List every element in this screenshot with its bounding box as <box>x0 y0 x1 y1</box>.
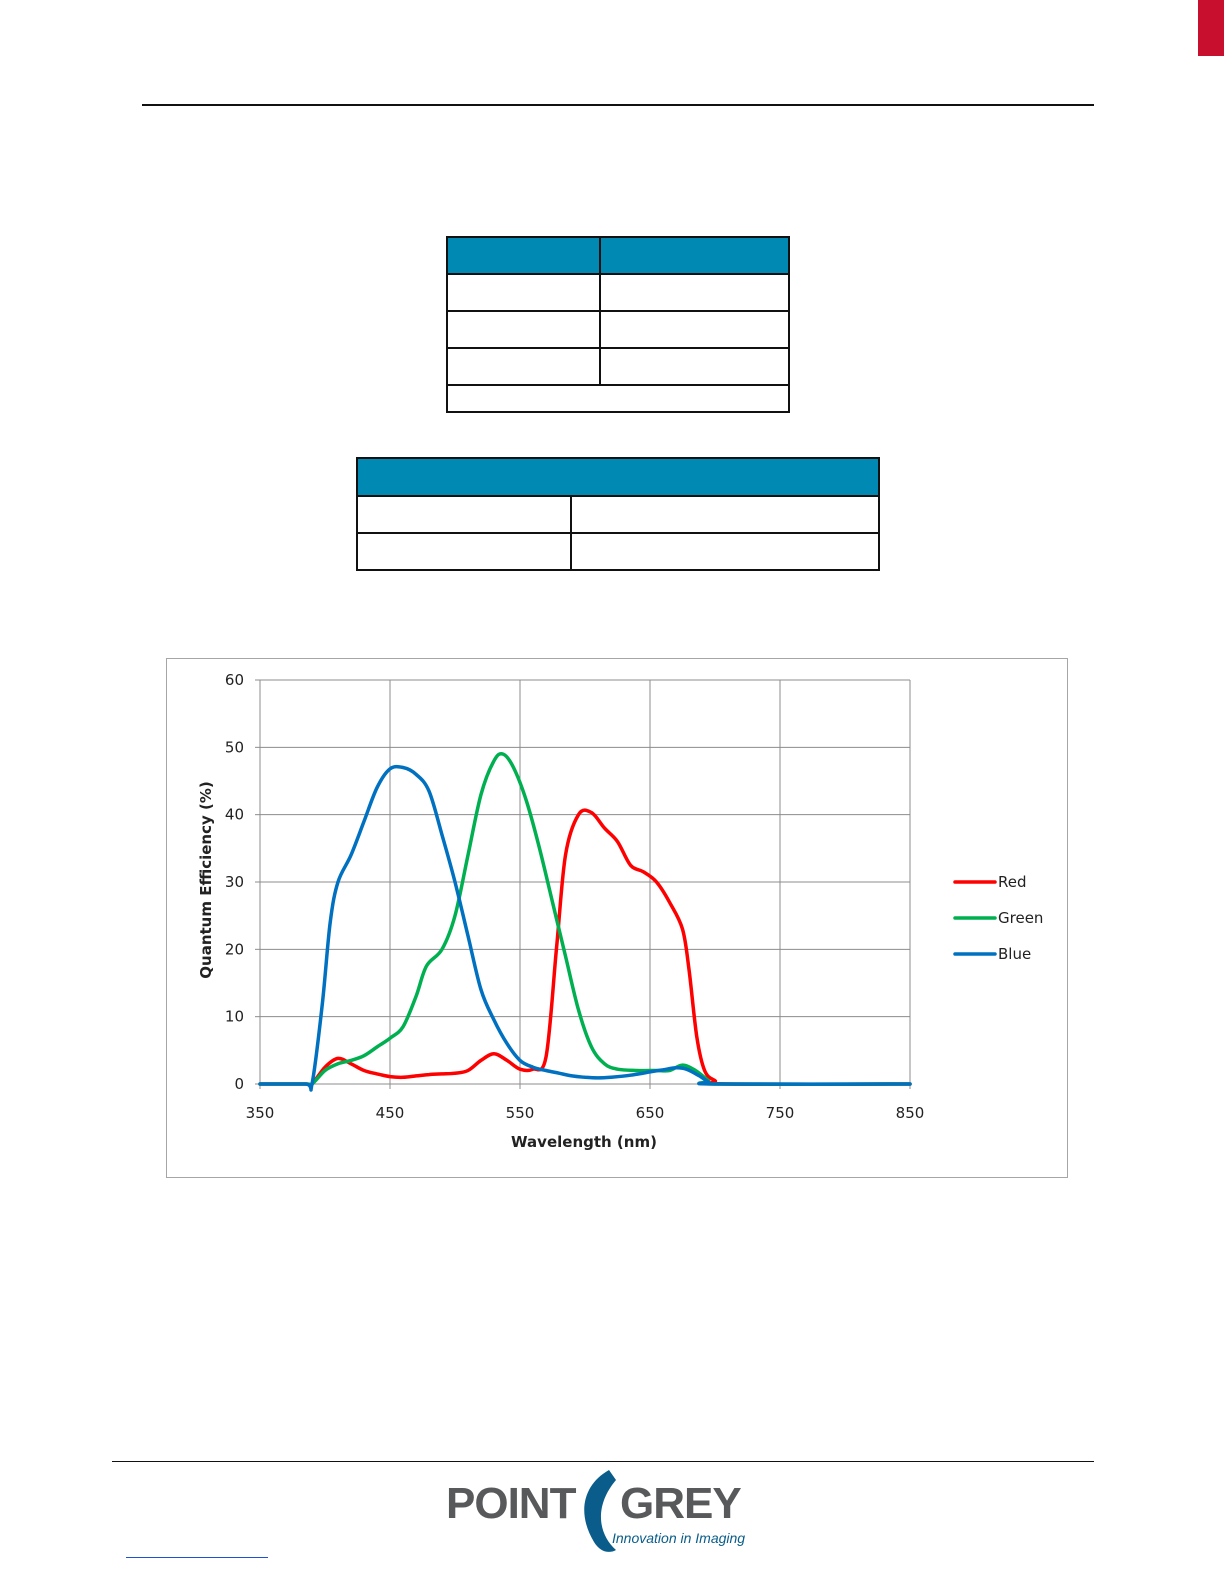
chart-series <box>258 751 912 1092</box>
footer-link-underline[interactable] <box>126 1557 268 1558</box>
table-cell <box>446 347 601 386</box>
table-note-cell <box>446 384 790 413</box>
x-tick-label: 350 <box>246 1104 275 1122</box>
table-cell <box>356 495 572 534</box>
y-tick-label: 50 <box>225 738 244 756</box>
table-cell <box>599 273 790 312</box>
table-cell <box>446 310 601 349</box>
x-tick-label: 450 <box>376 1104 405 1122</box>
table-cell <box>599 347 790 386</box>
table-header-cell <box>356 457 880 497</box>
y-tick-label: 30 <box>225 873 244 891</box>
logo-swoosh-icon <box>584 1470 616 1552</box>
logo-wordmark-right: GREY <box>620 1479 741 1528</box>
y-tick-label: 0 <box>234 1075 244 1093</box>
table-header-cell <box>446 236 601 275</box>
y-tick-label: 20 <box>225 940 244 958</box>
x-axis-title: Wavelength (nm) <box>511 1133 657 1151</box>
series-line-green <box>258 751 912 1087</box>
table-cell <box>570 495 880 534</box>
y-tick-label: 60 <box>225 671 244 689</box>
y-tick-label: 10 <box>225 1008 244 1026</box>
table-cell <box>446 273 601 312</box>
point-grey-logo: POINT GREY Innovation in Imaging <box>444 1464 764 1554</box>
footer-rule <box>112 1461 1094 1462</box>
specification-table-2 <box>356 457 880 571</box>
table-cell <box>570 532 880 571</box>
section-tab-marker <box>1198 0 1224 56</box>
table-cell <box>356 532 572 571</box>
legend-label-green: Green <box>998 909 1043 927</box>
table-note-row <box>446 384 790 413</box>
x-tick-label: 550 <box>506 1104 535 1122</box>
table-header-row <box>446 236 790 275</box>
table-row <box>446 310 790 349</box>
specification-table <box>446 236 790 413</box>
logo-tagline: Innovation in Imaging <box>612 1530 745 1546</box>
table-row <box>446 273 790 312</box>
table-cell <box>599 310 790 349</box>
table-header-row <box>356 457 880 497</box>
chart-ticks: 350 450 550 650 750 850 0 10 20 30 40 50 60 <box>225 671 924 1122</box>
logo-wordmark-left: POINT <box>446 1479 577 1528</box>
chart-grid <box>255 679 911 1089</box>
chart-svg: 350 450 550 650 750 850 0 10 20 30 40 50 60 Waveleng… <box>197 671 1043 1151</box>
table-row <box>356 495 880 534</box>
y-tick-label: 40 <box>225 806 244 824</box>
header-rule <box>142 104 1094 106</box>
legend-label-red: Red <box>998 873 1027 891</box>
quantum-efficiency-chart: 350 450 550 650 750 850 0 10 20 30 40 50 60 Waveleng… <box>166 658 1068 1178</box>
table-header-cell <box>599 236 790 275</box>
x-tick-label: 650 <box>636 1104 665 1122</box>
x-tick-label: 750 <box>766 1104 795 1122</box>
series-line-blue <box>258 764 912 1092</box>
chart-legend: Red Green Blue <box>953 873 1043 963</box>
logo-graphic: POINT GREY Innovation in Imaging <box>446 1470 745 1552</box>
series-line-red <box>258 808 912 1087</box>
table-row <box>446 347 790 386</box>
table-row <box>356 532 880 571</box>
y-axis-title: Quantum Efficiency (%) <box>197 781 215 978</box>
legend-label-blue: Blue <box>998 945 1031 963</box>
x-tick-label: 850 <box>896 1104 925 1122</box>
